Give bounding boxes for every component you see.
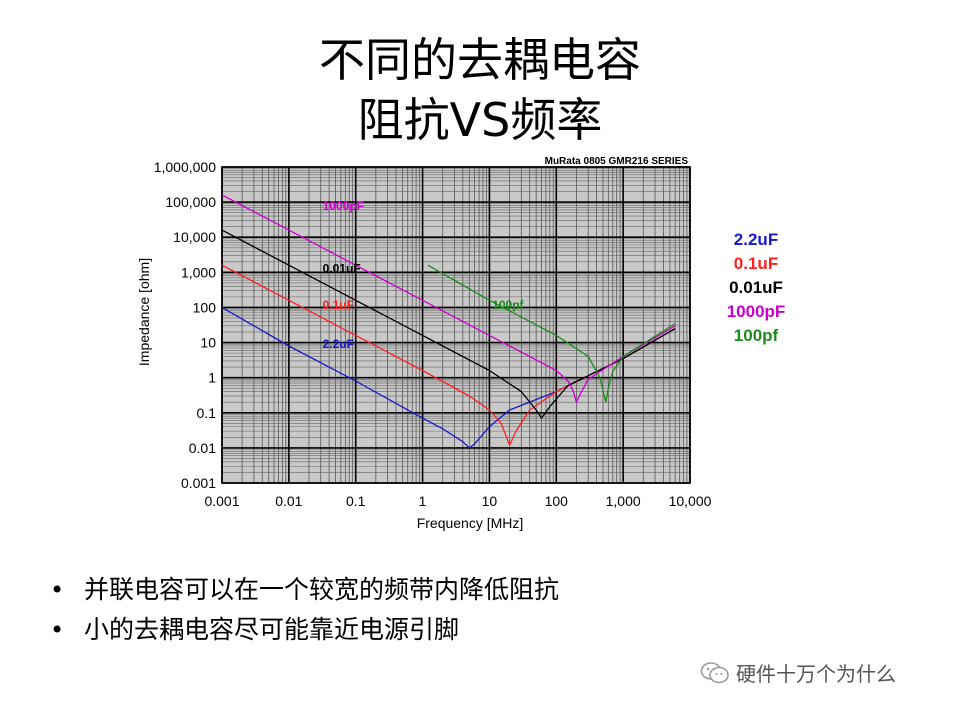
series-line-0-1uf [221,264,676,446]
curve-label-0-01uf: 0.01uF [323,261,361,275]
slide-title-line-1: 不同的去耦电容 [319,33,641,87]
x-tick-label: 0.1 [346,493,366,509]
list-item: • 并联电容可以在一个较宽的频带内降低阻抗 [50,570,559,610]
y-tick-label: 100 [193,299,217,315]
y-tick-label: 1 [208,370,216,386]
list-item: • 小的去耦电容尽可能靠近电源引脚 [50,610,559,650]
x-axis-label: Frequency [MHz] [417,515,524,531]
y-tick-label: 1,000 [181,264,216,280]
impedance-chart: 0.001 0.01 0.1 1 10 100 1,000 10,000 100,000 1,00… [125,150,725,535]
x-tick-label: 10,000 [669,493,712,509]
series-line-0-01uf [221,229,676,419]
bullet-text: 小的去耦电容尽可能靠近电源引脚 [84,615,460,644]
bullet-dot: • [50,576,65,604]
side-legend: 2.2uF 0.1uF 0.01uF 1000pF 100pf [716,228,796,348]
x-tick-label: 10 [482,493,498,509]
legend-entry-0-01uf: 0.01uF [729,278,783,297]
y-tick-label: 0.1 [197,405,217,421]
curve-label-100pf: 100pf [492,298,524,312]
plot-area [222,167,690,483]
y-tick-label: 0.001 [181,475,216,491]
curve-label-2-2uf: 2.2uF [323,337,354,351]
series-line-1000pf [221,194,676,403]
curve-label-1000pf: 1000pF [323,199,364,213]
curve-label-0-1uf: 0.1uF [323,298,354,312]
watermark: 硬件十万个为什么 [700,658,896,687]
chart-title: MuRata 0805 GMR216 SERIES [545,156,689,167]
y-tick-label: 10,000 [173,229,216,245]
slide-title-line-2: 阻抗VS频率 [357,93,603,147]
y-tick-label: 0.01 [189,440,216,456]
bullet-dot: • [50,616,65,644]
x-tick-label: 100 [545,493,569,509]
y-tick-label: 10 [200,335,216,351]
watermark-text: 硬件十万个为什么 [736,662,896,686]
x-tick-label: 1 [419,493,427,509]
y-tick-label: 100,000 [165,194,216,210]
x-tick-label: 0.001 [204,493,239,509]
x-tick-label: 1,000 [606,493,641,509]
series-line-100pf [427,264,676,403]
bullet-list: • 并联电容可以在一个较宽的频带内降低阻抗 • 小的去耦电容尽可能靠近电源引脚 [50,570,559,650]
legend-entry-0-1uf: 0.1uF [733,254,779,273]
x-tick-label: 0.01 [275,493,302,509]
wechat-icon [700,661,729,683]
bullet-text: 并联电容可以在一个较宽的频带内降低阻抗 [84,575,560,604]
plot-border [221,166,691,484]
legend-entry-2-2uf: 2.2uF [733,230,779,249]
y-tick-label: 1,000,000 [154,159,216,175]
legend-entry-1000pf: 1000pF [726,302,786,321]
legend-entry-100pf: 100pf [733,326,779,345]
y-axis-label: Impedance [ohm] [136,258,152,366]
